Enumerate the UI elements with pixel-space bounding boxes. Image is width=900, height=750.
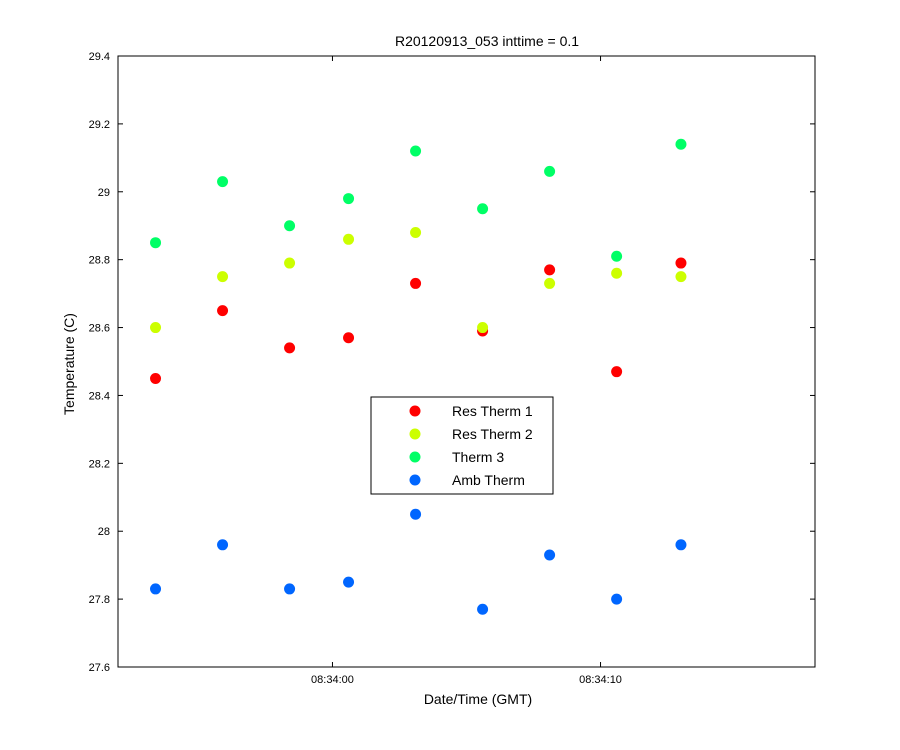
data-point bbox=[544, 277, 556, 289]
y-tick-label: 29.2 bbox=[89, 119, 110, 131]
data-point bbox=[410, 508, 422, 520]
chart-title: R20120913_053 inttime = 0.1 bbox=[395, 33, 579, 49]
data-point bbox=[284, 342, 296, 354]
data-point bbox=[343, 576, 355, 588]
data-point bbox=[611, 250, 623, 262]
x-axis-label: Date/Time (GMT) bbox=[424, 691, 532, 707]
y-tick-label: 28.4 bbox=[89, 390, 110, 402]
data-point bbox=[150, 237, 162, 249]
data-point bbox=[150, 583, 162, 595]
y-tick-label: 28 bbox=[98, 526, 110, 538]
data-point bbox=[544, 549, 556, 561]
y-axis-label: Temperature (C) bbox=[61, 313, 77, 415]
legend-label: Res Therm 2 bbox=[452, 426, 533, 442]
series-amb-therm bbox=[150, 508, 687, 615]
data-point bbox=[217, 305, 229, 317]
legend-box bbox=[370, 396, 554, 495]
series-res-therm-1 bbox=[150, 257, 687, 384]
plot-area-frame bbox=[117, 55, 816, 668]
legend-label: Amb Therm bbox=[452, 472, 525, 488]
data-point bbox=[410, 145, 422, 157]
legend-label: Res Therm 1 bbox=[452, 403, 533, 419]
y-tick-label: 28.6 bbox=[89, 323, 110, 335]
data-point bbox=[284, 220, 296, 232]
y-tick-label: 28.8 bbox=[89, 255, 110, 267]
data-point bbox=[343, 233, 355, 245]
series-therm-3 bbox=[150, 138, 687, 262]
data-points bbox=[150, 138, 687, 615]
data-point bbox=[150, 322, 162, 334]
data-point bbox=[217, 539, 229, 551]
data-point bbox=[217, 176, 229, 188]
y-tick-label: 27.6 bbox=[89, 662, 110, 674]
data-point bbox=[150, 372, 162, 384]
y-tick-label: 29.4 bbox=[89, 51, 110, 63]
legend: Res Therm 1 Res Therm 2 Therm 3 Amb Therm bbox=[370, 396, 554, 495]
y-tick-label: 29 bbox=[98, 187, 110, 199]
data-point bbox=[611, 267, 623, 279]
x-tick-label: 08:34:10 bbox=[579, 674, 622, 686]
data-point bbox=[675, 271, 687, 283]
data-point bbox=[611, 366, 623, 378]
legend-label: Therm 3 bbox=[452, 449, 504, 465]
data-point bbox=[217, 271, 229, 283]
data-point bbox=[611, 593, 623, 605]
y-tick-label: 28.2 bbox=[89, 458, 110, 470]
data-point bbox=[410, 277, 422, 289]
data-point bbox=[343, 332, 355, 344]
series-res-therm-2 bbox=[150, 227, 687, 334]
data-point bbox=[544, 165, 556, 177]
axis-ticks: 27.6 27.8 28 28.2 28.4 28.6 28.8 29 29.2 29.4 08:3… bbox=[89, 51, 815, 686]
data-point bbox=[410, 227, 422, 239]
data-point bbox=[675, 539, 687, 551]
data-point bbox=[675, 257, 687, 269]
data-point bbox=[477, 203, 489, 215]
data-point bbox=[544, 264, 556, 276]
data-point bbox=[343, 193, 355, 205]
data-point bbox=[477, 322, 489, 334]
legend-marker bbox=[409, 474, 421, 486]
legend-marker bbox=[409, 428, 421, 440]
data-point bbox=[284, 257, 296, 269]
y-tick-label: 27.8 bbox=[89, 594, 110, 606]
legend-marker bbox=[409, 451, 421, 463]
x-tick-label: 08:34:00 bbox=[311, 674, 354, 686]
legend-marker bbox=[409, 405, 421, 417]
data-point bbox=[477, 603, 489, 615]
data-point bbox=[675, 138, 687, 150]
data-point bbox=[284, 583, 296, 595]
